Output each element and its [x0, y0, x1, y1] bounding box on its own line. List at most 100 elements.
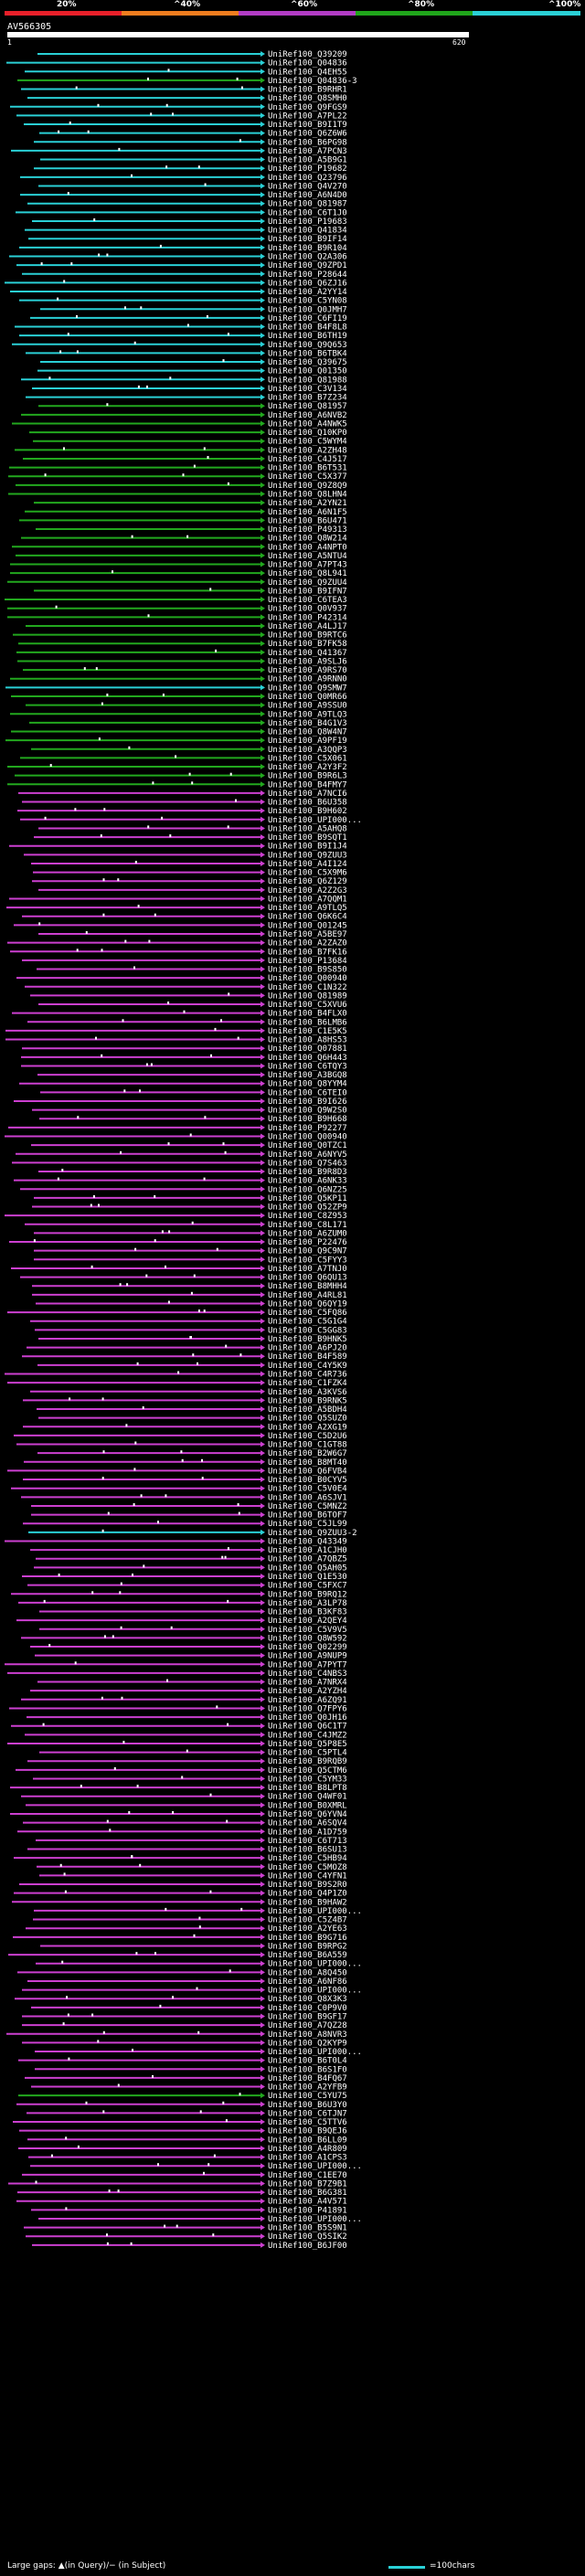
- hit-label[interactable]: UniRef100_B8MHH4: [268, 1282, 347, 1291]
- hit-label[interactable]: UniRef100_C5XVU6: [268, 1001, 347, 1010]
- hit-label[interactable]: UniRef100_B0CYV5: [268, 1476, 347, 1485]
- hit-row[interactable]: UniRef100_A8Q450: [17, 1968, 347, 1977]
- hit-row[interactable]: UniRef100_Q0JMH7: [40, 305, 347, 314]
- hit-row[interactable]: UniRef100_Q07881: [22, 1044, 347, 1054]
- hit-label[interactable]: UniRef100_C5TTV6: [268, 2118, 347, 2127]
- hit-row[interactable]: UniRef100_B0XMRL: [26, 1801, 347, 1810]
- hit-label[interactable]: UniRef100_A2Z2G3: [268, 886, 347, 896]
- hit-label[interactable]: UniRef100_Q9ZUU4: [268, 578, 347, 588]
- hit-row[interactable]: UniRef100_Q81957: [38, 402, 347, 411]
- hit-label[interactable]: UniRef100_B9HNK5: [268, 1335, 347, 1344]
- hit-label[interactable]: UniRef100_UPI000...: [268, 1907, 362, 1916]
- hit-label[interactable]: UniRef100_Q0MR66: [268, 693, 347, 702]
- hit-row[interactable]: UniRef100_A5BDH4: [37, 1405, 347, 1415]
- hit-label[interactable]: UniRef100_C5YN08: [268, 297, 347, 306]
- hit-label[interactable]: UniRef100_A1D759: [268, 1828, 347, 1837]
- hit-label[interactable]: UniRef100_Q6FVB4: [268, 1467, 347, 1476]
- hit-row[interactable]: UniRef100_B9GF17: [22, 2013, 347, 2022]
- hit-row[interactable]: UniRef100_Q6QU13: [20, 1274, 347, 1283]
- hit-label[interactable]: UniRef100_A4I124: [268, 860, 347, 869]
- hit-row[interactable]: UniRef100_B9R104: [19, 244, 347, 253]
- hit-row[interactable]: UniRef100_C5GG83: [35, 1326, 347, 1335]
- hit-label[interactable]: UniRef100_C5X9M6: [268, 869, 347, 878]
- hit-label[interactable]: UniRef100_Q10KP0: [268, 429, 347, 438]
- hit-row[interactable]: UniRef100_Q8SMH0: [27, 94, 347, 103]
- hit-label[interactable]: UniRef100_B9RPG2: [268, 1943, 347, 1952]
- hit-label[interactable]: UniRef100_A7TNJ0: [268, 1265, 347, 1274]
- hit-label[interactable]: UniRef100_C5HB94: [268, 1854, 347, 1863]
- hit-label[interactable]: UniRef100_Q9SMW7: [268, 684, 347, 693]
- hit-row[interactable]: UniRef100_B4G1V3: [29, 719, 347, 728]
- hit-label[interactable]: UniRef100_B4FLX0: [268, 1010, 347, 1019]
- hit-row[interactable]: UniRef100_A9RS70: [23, 666, 347, 675]
- hit-row[interactable]: UniRef100_Q00940: [16, 974, 347, 983]
- hit-row[interactable]: UniRef100_B7Z9B1: [8, 2180, 347, 2189]
- hit-label[interactable]: UniRef100_A7PCN3: [268, 147, 347, 156]
- hit-label[interactable]: UniRef100_P49313: [268, 525, 347, 535]
- hit-row[interactable]: UniRef100_Q04836-3: [17, 77, 357, 86]
- hit-row[interactable]: UniRef100_Q9SMW7: [5, 684, 347, 693]
- hit-row[interactable]: UniRef100_B9I626: [14, 1097, 347, 1107]
- hit-row[interactable]: UniRef100_B9IFN7: [34, 587, 347, 596]
- hit-row[interactable]: UniRef100_P41891: [31, 2206, 347, 2215]
- hit-row[interactable]: UniRef100_A7NCI6: [18, 790, 347, 799]
- hit-row[interactable]: UniRef100_Q41834: [25, 227, 347, 236]
- hit-row[interactable]: UniRef100_Q2A306: [9, 253, 347, 262]
- hit-row[interactable]: UniRef100_C5MOZ8: [37, 1863, 347, 1872]
- hit-label[interactable]: UniRef100_C5FYY3: [268, 1256, 347, 1265]
- hit-row[interactable]: UniRef100_Q6K6C4: [22, 913, 347, 922]
- hit-label[interactable]: UniRef100_Q81989: [268, 991, 347, 1001]
- hit-row[interactable]: UniRef100_Q52ZP9: [32, 1203, 347, 1213]
- hit-row[interactable]: UniRef100_P42314: [7, 613, 347, 622]
- hit-label[interactable]: UniRef100_A9NUP9: [268, 1652, 347, 1661]
- hit-label[interactable]: UniRef100_Q8YYM4: [268, 1080, 347, 1089]
- hit-label[interactable]: UniRef100_Q04836-3: [268, 77, 357, 86]
- hit-row[interactable]: UniRef100_B9R8D3: [38, 1168, 347, 1177]
- hit-label[interactable]: UniRef100_A8HS53: [268, 1036, 347, 1045]
- hit-label[interactable]: UniRef100_B6T0L4: [268, 2057, 347, 2066]
- hit-label[interactable]: UniRef100_C5GG83: [268, 1326, 347, 1335]
- hit-row[interactable]: UniRef100_A2Y3F2: [7, 763, 347, 772]
- hit-row[interactable]: UniRef100_B9RTC6: [13, 631, 347, 641]
- hit-label[interactable]: UniRef100_B9R6L3: [268, 772, 347, 781]
- hit-row[interactable]: UniRef100_A9RNN0: [10, 675, 347, 684]
- hit-row[interactable]: UniRef100_C1N322: [25, 983, 347, 992]
- hit-label[interactable]: UniRef100_Q7S463: [268, 1159, 347, 1168]
- hit-row[interactable]: UniRef100_C4NBS3: [7, 1670, 347, 1679]
- hit-label[interactable]: UniRef100_B9H602: [268, 807, 347, 816]
- hit-row[interactable]: UniRef100_C3V134: [32, 385, 347, 394]
- hit-label[interactable]: UniRef100_A6N4D0: [268, 191, 347, 200]
- hit-label[interactable]: UniRef100_A6SJV1: [268, 1493, 347, 1502]
- hit-label[interactable]: UniRef100_A9SLJ6: [268, 658, 347, 667]
- hit-row[interactable]: UniRef100_Q0TZC1: [31, 1141, 347, 1150]
- hit-row[interactable]: UniRef100_Q9ZUU4: [7, 578, 347, 588]
- hit-label[interactable]: UniRef100_A2YE63: [268, 1924, 347, 1934]
- hit-row[interactable]: UniRef100_Q01350: [37, 367, 347, 376]
- hit-row[interactable]: UniRef100_C5FXC7: [27, 1582, 347, 1591]
- hit-row[interactable]: UniRef100_A2YFB9: [31, 2083, 347, 2093]
- hit-row[interactable]: UniRef100_A2ZAZ0: [7, 939, 347, 949]
- hit-row[interactable]: UniRef100_C5Z4B7: [33, 1916, 347, 1925]
- hit-label[interactable]: UniRef100_Q9Z8Q9: [268, 482, 347, 491]
- hit-row[interactable]: UniRef100_B6JF00: [32, 2242, 347, 2251]
- hit-row[interactable]: UniRef100_A9TLQ3: [10, 710, 347, 719]
- hit-row[interactable]: UniRef100_UPI000...: [38, 2215, 362, 2224]
- hit-label[interactable]: UniRef100_A4RL81: [268, 1291, 347, 1300]
- hit-row[interactable]: UniRef100_B6T531: [9, 464, 347, 473]
- hit-label[interactable]: UniRef100_Q7FPY6: [268, 1704, 347, 1713]
- hit-label[interactable]: UniRef100_C5YU75: [268, 2092, 347, 2101]
- hit-label[interactable]: UniRef100_B9RQB9: [268, 1757, 347, 1766]
- hit-label[interactable]: UniRef100_B7FK58: [268, 640, 347, 649]
- hit-row[interactable]: UniRef100_C5YU75: [18, 2092, 347, 2101]
- hit-label[interactable]: UniRef100_UPI000...: [268, 1987, 362, 1996]
- hit-label[interactable]: UniRef100_A2QEY4: [268, 1617, 347, 1626]
- hit-label[interactable]: UniRef100_B6S1F0: [268, 2065, 347, 2074]
- hit-row[interactable]: UniRef100_A5AHQ8: [38, 824, 347, 833]
- hit-label[interactable]: UniRef100_B9HAW2: [268, 1898, 347, 1907]
- hit-row[interactable]: UniRef100_A6NYV5: [16, 1150, 347, 1160]
- hit-label[interactable]: UniRef100_UPI000...: [268, 2048, 362, 2057]
- hit-label[interactable]: UniRef100_Q41367: [268, 649, 347, 658]
- hit-row[interactable]: UniRef100_A1CPS3: [28, 2154, 347, 2163]
- hit-label[interactable]: UniRef100_Q9ZUU3: [268, 851, 347, 860]
- hit-label[interactable]: UniRef100_A9RNN0: [268, 675, 347, 684]
